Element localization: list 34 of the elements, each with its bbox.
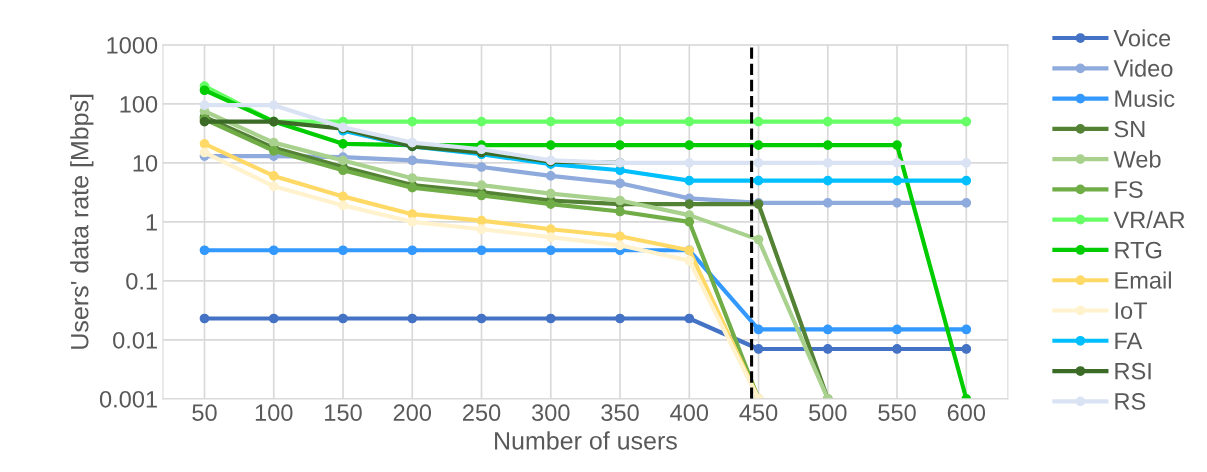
x-tick-label: 50 xyxy=(192,404,217,422)
x-tick-label: 350 xyxy=(601,404,639,422)
y-tick-label: 0.01 xyxy=(113,331,157,349)
y-tick-label: 0.001 xyxy=(99,390,157,408)
x-tick-label: 600 xyxy=(947,404,986,422)
y-tick-label: 10 xyxy=(133,154,158,172)
x-tick-label: 100 xyxy=(255,404,293,422)
x-tick-label: 500 xyxy=(809,404,847,422)
legend-label: SN xyxy=(1114,120,1145,138)
x-tick-label: 300 xyxy=(531,404,570,422)
legend-label: IoT xyxy=(1115,302,1148,319)
legend-label: Email xyxy=(1115,271,1171,289)
legend-label: RTG xyxy=(1115,241,1162,259)
x-axis-title: Number of users xyxy=(495,431,677,450)
legend-label: Web xyxy=(1113,150,1161,168)
legend-label: FA xyxy=(1115,332,1143,350)
y-tick-label: 0.1 xyxy=(126,272,157,290)
x-tick-label: 150 xyxy=(325,404,362,422)
legend-label: Music xyxy=(1115,89,1175,108)
legend-label: Voice xyxy=(1113,29,1171,47)
legend-label: RSI xyxy=(1115,362,1151,380)
legend-label: RS xyxy=(1115,393,1146,410)
y-axis-title: Users' data rate [Mbps] xyxy=(70,94,94,349)
x-tick-label: 550 xyxy=(878,404,916,422)
x-tick-label: 250 xyxy=(463,404,501,422)
y-tick-label: 100 xyxy=(120,95,158,113)
legend-label: Video xyxy=(1113,59,1173,77)
legend-label: FS xyxy=(1115,181,1143,198)
y-tick-label: 1000 xyxy=(107,36,158,54)
legend-label: VR/AR xyxy=(1113,210,1185,229)
x-tick-label: 200 xyxy=(393,404,432,422)
x-tick-label: 400 xyxy=(670,404,709,422)
y-tick-label: 1 xyxy=(146,214,157,231)
x-tick-label: 450 xyxy=(739,404,778,422)
